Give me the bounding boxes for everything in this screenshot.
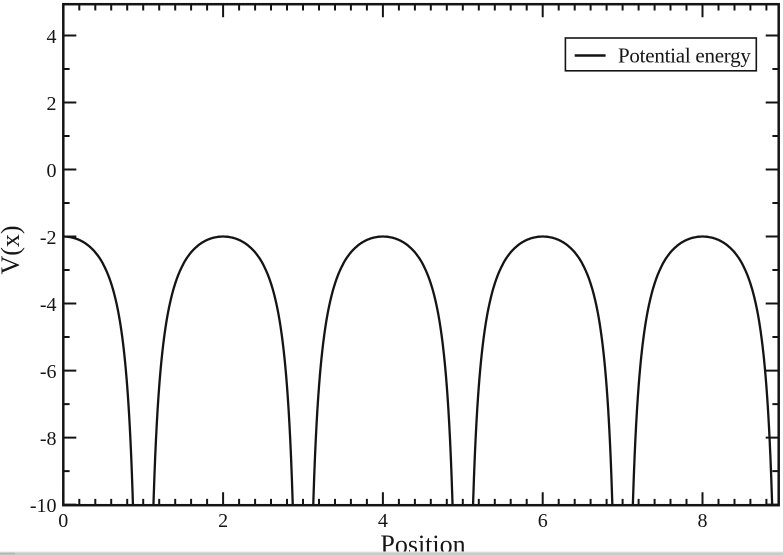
svg-text:2: 2	[47, 93, 57, 115]
svg-text:-4: -4	[40, 294, 57, 316]
svg-text:-6: -6	[40, 361, 57, 383]
svg-text:-2: -2	[40, 227, 57, 249]
svg-text:0: 0	[58, 510, 68, 532]
svg-text:-10: -10	[30, 495, 57, 517]
svg-text:Potential energy: Potential energy	[618, 43, 751, 67]
svg-text:2: 2	[218, 510, 228, 532]
svg-text:Position: Position	[380, 530, 465, 555]
svg-text:6: 6	[538, 510, 548, 532]
svg-text:4: 4	[47, 26, 57, 48]
svg-text:-8: -8	[40, 428, 57, 450]
svg-text:V(x): V(x)	[0, 225, 25, 274]
svg-text:4: 4	[378, 510, 388, 532]
svg-text:0: 0	[47, 160, 57, 182]
svg-text:8: 8	[698, 510, 708, 532]
